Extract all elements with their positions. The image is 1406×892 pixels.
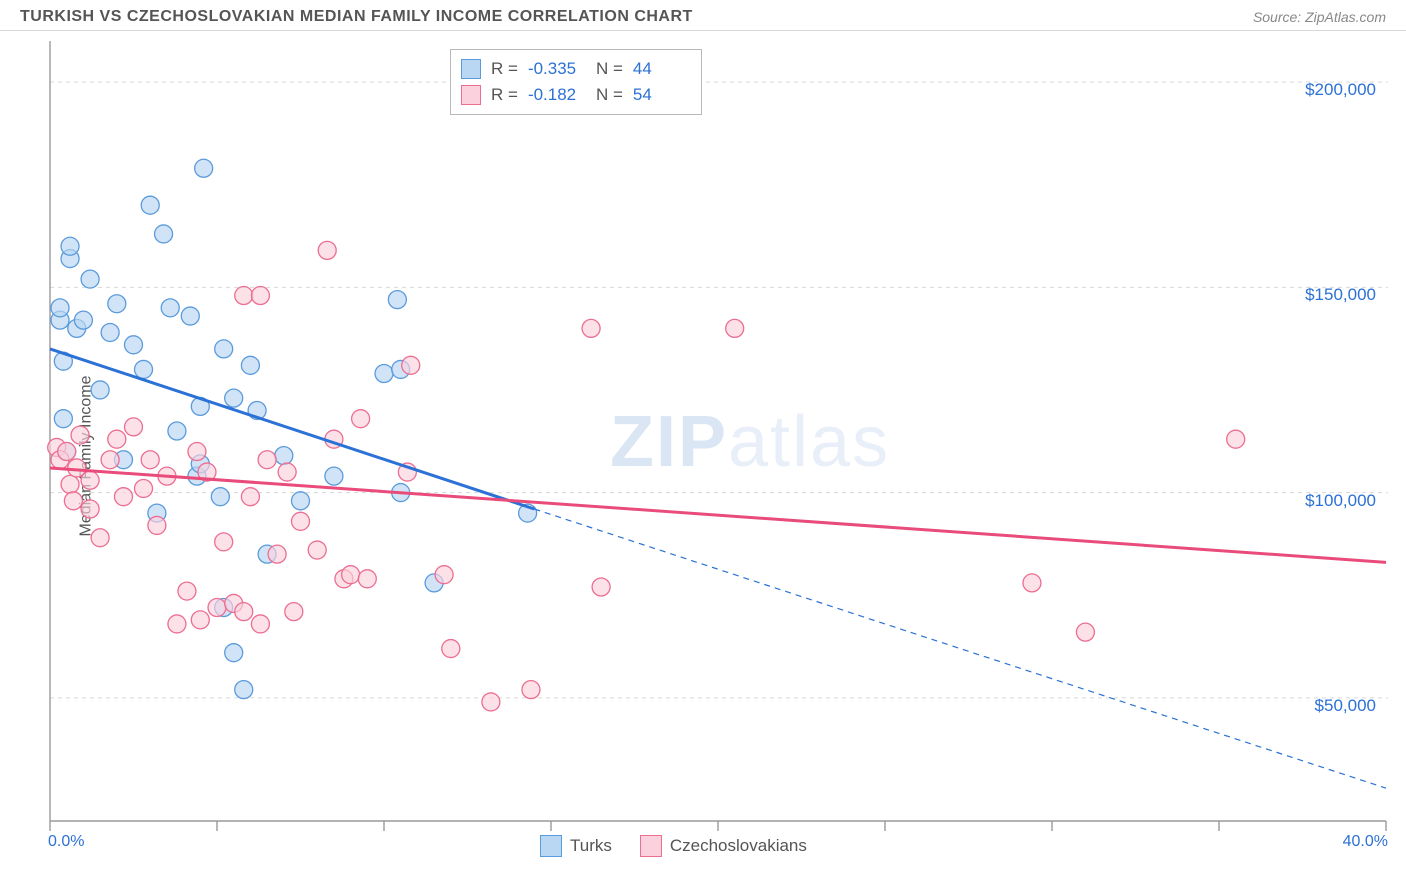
chart-header: TURKISH VS CZECHOSLOVAKIAN MEDIAN FAMILY… (0, 0, 1406, 31)
y-tick-label: $100,000 (1276, 491, 1376, 511)
y-tick-label: $50,000 (1276, 696, 1376, 716)
x-axis-end-label: 40.0% (1343, 833, 1388, 851)
y-tick-label: $150,000 (1276, 285, 1376, 305)
stats-n-value: 54 (633, 82, 691, 108)
y-tick-label: $200,000 (1276, 80, 1376, 100)
chart-source: Source: ZipAtlas.com (1253, 9, 1386, 25)
x-axis-start-label: 0.0% (48, 833, 84, 851)
stats-n-value: 44 (633, 56, 691, 82)
chart-area: Median Family Income ZIPatlas R =-0.335N… (0, 31, 1406, 881)
chart-svg (0, 31, 1406, 881)
stats-r-label: R = (491, 82, 518, 108)
stats-r-value: -0.182 (528, 82, 586, 108)
legend-swatch-icon (540, 835, 562, 857)
stats-n-label: N = (596, 82, 623, 108)
legend-item: Czechoslovakians (640, 835, 807, 857)
stats-row: R = -0.182 N = 54 (461, 82, 691, 108)
chart-title: TURKISH VS CZECHOSLOVAKIAN MEDIAN FAMILY… (20, 8, 693, 26)
legend-label: Czechoslovakians (670, 836, 807, 856)
legend-label: Turks (570, 836, 612, 856)
stats-row: R = -0.335 N = 44 (461, 56, 691, 82)
stats-box: R = -0.335 N = 44 R = -0.182 N = 54 (450, 49, 702, 115)
stats-r-label: R = (491, 56, 518, 82)
source-name: ZipAtlas.com (1305, 9, 1386, 25)
legend-item: Turks (540, 835, 612, 857)
legend-bottom: Turks Czechoslovakians (540, 835, 807, 857)
stats-swatch-icon (461, 59, 481, 79)
stats-r-value: -0.335 (528, 56, 586, 82)
source-prefix: Source: (1253, 9, 1305, 25)
stats-swatch-icon (461, 85, 481, 105)
legend-swatch-icon (640, 835, 662, 857)
stats-n-label: N = (596, 56, 623, 82)
